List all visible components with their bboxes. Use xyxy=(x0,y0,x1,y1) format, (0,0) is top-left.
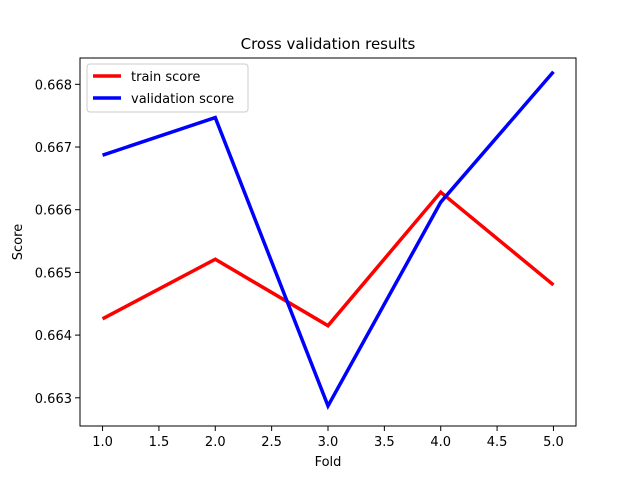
x-axis: 1.0 1.5 2.0 2.5 3.0 3.5 4.0 4.5 5.0 xyxy=(92,426,564,450)
legend: train score validation score xyxy=(86,63,249,113)
y-tick-label: 0.663 xyxy=(35,392,72,407)
y-axis: 0.663 0.664 0.665 0.666 0.667 0.668 xyxy=(35,78,80,407)
chart-title: Cross validation results xyxy=(241,35,416,53)
x-tick-label: 3.5 xyxy=(374,435,395,450)
plot-area xyxy=(101,70,555,411)
legend-label-1: validation score xyxy=(131,92,234,107)
x-tick-label: 2.5 xyxy=(261,435,282,450)
x-tick-label: 2.0 xyxy=(205,435,226,450)
legend-box xyxy=(86,63,249,113)
x-axis-label: Fold xyxy=(315,455,342,470)
x-tick-label: 1.5 xyxy=(149,435,170,450)
series-line-0 xyxy=(101,189,555,328)
x-tick-label: 4.0 xyxy=(430,435,451,450)
series-line-1 xyxy=(101,70,555,411)
y-tick-label: 0.666 xyxy=(35,204,72,219)
x-tick-label: 1.0 xyxy=(92,435,113,450)
legend-label-0: train score xyxy=(131,70,200,85)
y-axis-label: Score xyxy=(11,224,26,260)
x-tick-label: 4.5 xyxy=(487,435,508,450)
x-tick-label: 3.0 xyxy=(318,435,339,450)
x-tick-label: 5.0 xyxy=(543,435,564,450)
y-tick-label: 0.667 xyxy=(35,141,72,156)
y-tick-label: 0.668 xyxy=(35,78,72,93)
y-tick-label: 0.664 xyxy=(35,329,72,344)
y-tick-label: 0.665 xyxy=(35,266,72,281)
